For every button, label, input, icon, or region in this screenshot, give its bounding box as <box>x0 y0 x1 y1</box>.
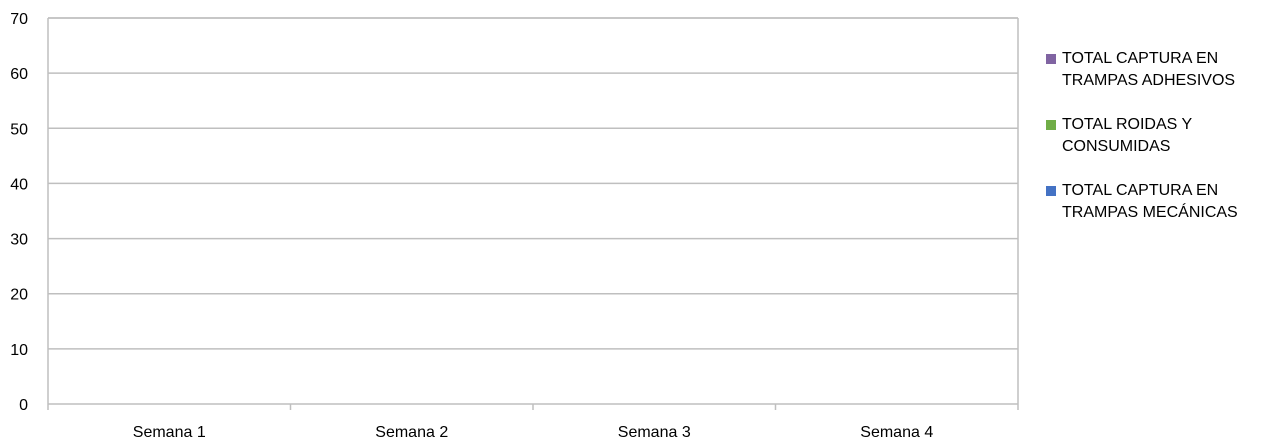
legend-label: TOTAL CAPTURA EN TRAMPAS ADHESIVOS <box>1062 50 1236 89</box>
y-tick-label: 60 <box>10 66 28 83</box>
legend-label: TOTAL CAPTURA EN TRAMPAS MECÁNICAS <box>1062 182 1238 221</box>
y-tick-label: 10 <box>10 342 28 359</box>
legend-item: TOTAL CAPTURA EN TRAMPAS ADHESIVOS <box>1046 48 1271 92</box>
legend-swatch <box>1046 54 1056 64</box>
x-tick-label: Semana 3 <box>618 424 691 441</box>
x-tick-label: Semana 2 <box>375 424 448 441</box>
y-tick-label: 0 <box>19 397 28 414</box>
axes <box>47 17 1019 410</box>
y-tick-label: 50 <box>10 121 28 138</box>
y-tick-label: 20 <box>10 287 28 304</box>
legend-label: TOTAL ROIDAS Y CONSUMIDAS <box>1062 116 1193 155</box>
x-tick-labels: Semana 1 Semana 2 Semana 3 Semana 4 <box>133 424 934 441</box>
legend-item: TOTAL ROIDAS Y CONSUMIDAS <box>1046 114 1271 158</box>
chart-legend: TOTAL CAPTURA EN TRAMPAS ADHESIVOS TOTAL … <box>1046 48 1271 246</box>
x-tick-label: Semana 4 <box>860 424 933 441</box>
y-tick-label: 30 <box>10 232 28 249</box>
legend-swatch <box>1046 120 1056 130</box>
y-tick-label: 40 <box>10 176 28 193</box>
legend-swatch <box>1046 186 1056 196</box>
y-tick-label: 70 <box>10 11 28 28</box>
legend-item: TOTAL CAPTURA EN TRAMPAS MECÁNICAS <box>1046 180 1271 224</box>
x-tick-label: Semana 1 <box>133 424 206 441</box>
y-tick-labels: 0 10 20 30 40 50 60 70 <box>10 11 28 414</box>
grid-lines <box>48 17 1018 350</box>
